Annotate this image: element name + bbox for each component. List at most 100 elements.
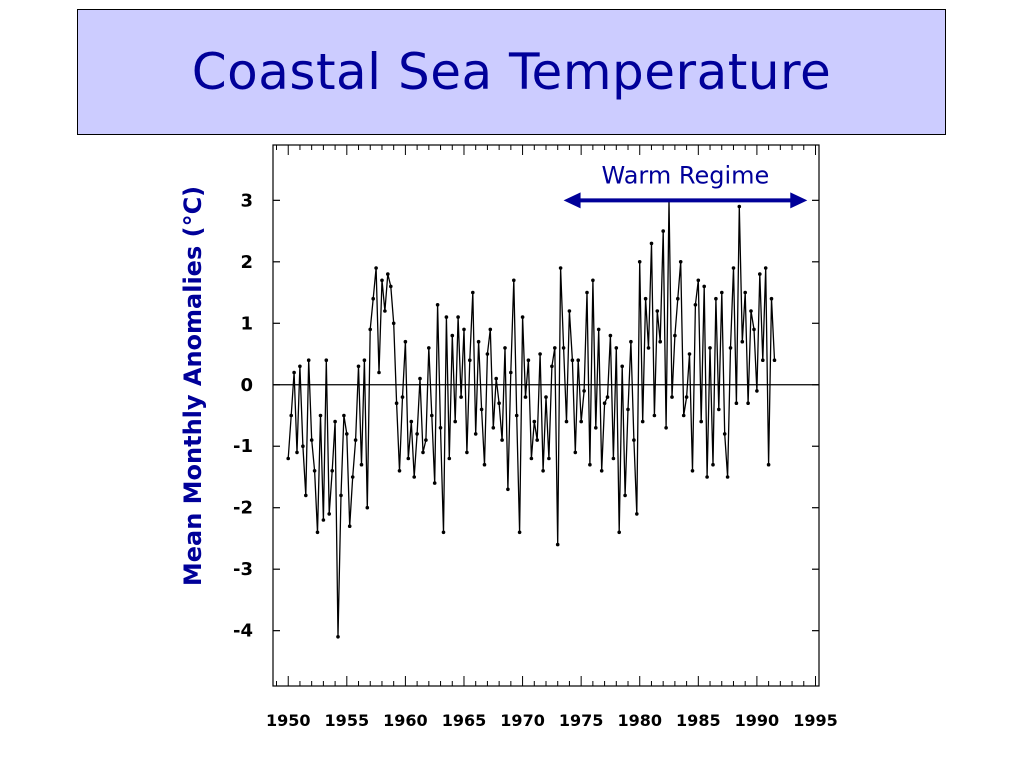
data-point xyxy=(324,358,329,363)
x-tick-label: 1995 xyxy=(793,711,838,730)
data-point xyxy=(403,339,408,344)
data-point xyxy=(456,315,460,319)
data-point xyxy=(535,438,539,442)
data-point xyxy=(353,438,358,442)
x-tick-label: 1950 xyxy=(266,711,311,730)
data-point xyxy=(769,296,774,301)
y-axis-label: Mean Monthly Anomalies (°C) xyxy=(179,186,207,586)
y-tick-label: 2 xyxy=(240,252,253,273)
data-point xyxy=(383,309,387,313)
data-point xyxy=(766,462,771,467)
data-point xyxy=(544,395,548,399)
annotation-group: Warm Regime xyxy=(563,161,808,209)
data-point xyxy=(289,413,294,418)
data-point xyxy=(567,309,572,313)
data-point xyxy=(473,432,478,436)
data-point xyxy=(488,327,493,332)
data-point xyxy=(749,309,753,313)
data-point xyxy=(465,450,469,455)
x-tick-label: 1955 xyxy=(325,711,370,730)
data-point xyxy=(406,456,411,461)
data-point xyxy=(761,358,765,363)
data-point xyxy=(479,407,484,412)
data-point xyxy=(763,266,768,270)
data-point xyxy=(391,321,396,326)
data-point xyxy=(681,413,686,418)
data-point xyxy=(409,419,414,424)
data-point xyxy=(523,395,528,399)
data-point xyxy=(397,469,402,473)
y-tick-label: -3 xyxy=(233,559,253,580)
data-point xyxy=(558,266,563,270)
data-point xyxy=(585,290,589,295)
data-point xyxy=(292,370,296,375)
data-point xyxy=(377,370,381,375)
x-tick-label: 1990 xyxy=(735,711,780,730)
data-point xyxy=(450,333,455,338)
data-point xyxy=(699,419,703,424)
data-point xyxy=(371,296,376,301)
data-point xyxy=(497,401,501,406)
data-point xyxy=(476,339,481,344)
data-point xyxy=(482,462,487,467)
data-point xyxy=(673,333,677,338)
series-group xyxy=(286,198,777,639)
data-point xyxy=(755,389,759,393)
data-point xyxy=(421,450,425,455)
data-point xyxy=(362,358,367,363)
data-point xyxy=(506,487,510,492)
data-point xyxy=(318,413,323,418)
data-point xyxy=(424,438,428,442)
data-point xyxy=(441,530,446,535)
data-point xyxy=(629,339,633,344)
data-point xyxy=(591,278,595,283)
data-point xyxy=(298,364,302,369)
data-point xyxy=(459,395,463,399)
data-point xyxy=(342,413,346,418)
warm-regime-arrow-left-head xyxy=(563,192,581,209)
data-point xyxy=(743,290,747,295)
data-point xyxy=(438,426,443,430)
data-point xyxy=(620,364,624,369)
data-point xyxy=(538,352,542,356)
data-point xyxy=(430,413,434,418)
y-tick-label: -4 xyxy=(233,621,253,642)
data-point xyxy=(295,450,299,455)
x-tick-label: 1960 xyxy=(383,711,428,730)
data-point xyxy=(731,266,736,270)
data-point xyxy=(705,475,709,479)
data-point xyxy=(617,530,621,535)
data-point xyxy=(661,229,665,233)
data-point xyxy=(570,358,575,363)
data-point xyxy=(740,339,745,344)
data-point xyxy=(594,426,598,430)
data-point xyxy=(386,272,390,276)
data-point xyxy=(649,241,654,246)
data-point xyxy=(637,260,642,264)
data-point xyxy=(485,352,490,356)
data-point xyxy=(444,315,449,319)
data-point xyxy=(359,462,364,467)
data-point xyxy=(509,370,513,375)
data-point xyxy=(471,290,475,295)
data-point xyxy=(389,284,393,289)
data-point xyxy=(532,419,537,424)
data-point xyxy=(374,266,378,270)
data-point xyxy=(752,327,756,332)
data-point xyxy=(640,419,645,424)
data-point xyxy=(347,524,352,528)
data-point xyxy=(655,309,660,313)
data-point xyxy=(327,512,332,516)
x-tick-label: 1970 xyxy=(500,711,545,730)
data-point xyxy=(494,376,499,381)
data-point xyxy=(526,358,531,363)
data-point xyxy=(652,413,657,418)
data-point xyxy=(368,327,373,332)
data-point xyxy=(336,635,340,639)
data-point xyxy=(415,432,419,436)
data-point xyxy=(696,278,701,283)
data-point xyxy=(758,272,762,276)
data-point xyxy=(350,475,355,479)
data-point xyxy=(687,352,692,356)
